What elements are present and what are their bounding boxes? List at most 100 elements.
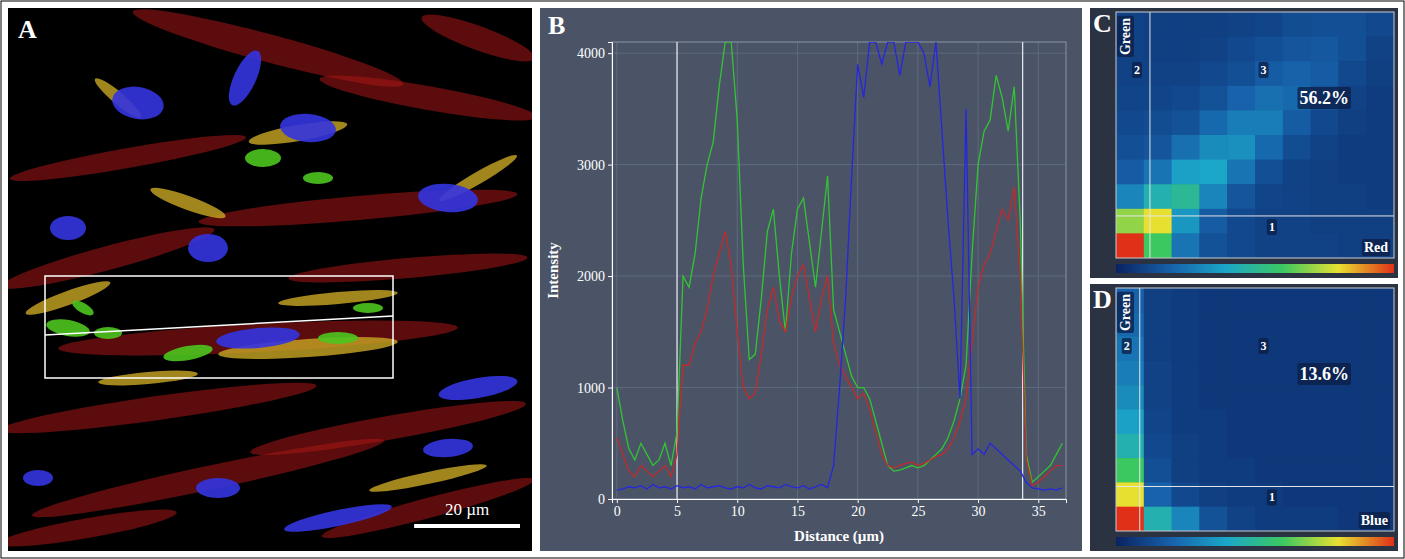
density-cell [1116, 160, 1144, 185]
density-cell [1255, 507, 1283, 531]
density-cell [1227, 361, 1255, 386]
y-axis-line [608, 43, 613, 500]
plot-frame [1116, 12, 1394, 258]
panel-letter: C [1093, 9, 1112, 38]
grid-line-x [616, 42, 617, 499]
density-cell [1199, 507, 1227, 531]
density-cell [1366, 410, 1394, 435]
density-cell [1116, 86, 1144, 111]
color-bar [1116, 264, 1394, 273]
cells [1116, 288, 1394, 531]
color-bar [1116, 537, 1394, 546]
density-cell [1199, 61, 1227, 86]
grid-line-y [612, 164, 1066, 165]
nucleus [215, 324, 300, 351]
quadrant-percent: 56.2% [1299, 88, 1349, 108]
membrane-stain [8, 218, 217, 298]
density-cell [1199, 209, 1227, 234]
nucleus [279, 112, 337, 145]
density-cell [1283, 312, 1311, 337]
density-cell [1227, 507, 1255, 531]
density-cell [1227, 458, 1255, 483]
density-cell [1116, 61, 1144, 86]
y-tick-label: 3000 [577, 158, 605, 173]
density-cell [1311, 458, 1339, 483]
density-cell [1255, 209, 1283, 234]
density-cell [1172, 458, 1200, 483]
density-cell [1338, 184, 1366, 209]
density-cell [1144, 312, 1172, 337]
density-cell [1144, 507, 1172, 531]
density-cell [1144, 458, 1172, 483]
panel-letter: B [548, 11, 565, 40]
density-cell [1144, 288, 1172, 313]
membrane-stain [418, 8, 532, 70]
density-cell [1199, 434, 1227, 459]
density-cell [1311, 110, 1339, 135]
density-cell [1255, 86, 1283, 111]
plot-marks [617, 42, 1063, 499]
density-cell [1283, 233, 1311, 258]
colocalized-stain [23, 276, 112, 320]
density-cell [1311, 410, 1339, 435]
y-axis-title: Intensity [545, 242, 561, 299]
density-cell [1172, 12, 1200, 37]
x-axis-title: Distance (µm) [794, 528, 884, 545]
x-tick-label: 5 [674, 504, 681, 519]
green-stain [70, 298, 96, 319]
quadrant-label-group: 1 [1267, 489, 1277, 505]
density-cell [1311, 233, 1339, 258]
y-axis-title-group: Green [1117, 292, 1134, 333]
density-cell [1227, 135, 1255, 160]
density-cell [1227, 434, 1255, 459]
density-cell [1366, 12, 1394, 37]
density-cell [1199, 361, 1227, 386]
y-axis-title-group: Green [1117, 16, 1134, 57]
scale-bar [414, 524, 520, 528]
density-cell [1255, 288, 1283, 313]
density-cell [1172, 184, 1200, 209]
density-cell [1144, 86, 1172, 111]
line-panel: 0510152025303501000200030004000Distance … [540, 8, 1082, 551]
density-cell [1172, 410, 1200, 435]
density-cell [1255, 337, 1283, 362]
density-cell [1366, 110, 1394, 135]
density-cell [1172, 135, 1200, 160]
y-tick-mark [608, 53, 612, 54]
profile-line [45, 316, 393, 335]
density-cell [1255, 110, 1283, 135]
panel-letter: D [1093, 285, 1112, 314]
density-cell [1338, 37, 1366, 62]
colocalized-stain [368, 460, 488, 497]
image-background [8, 8, 532, 551]
density-cell [1116, 209, 1144, 234]
density-cell [1199, 135, 1227, 160]
plot-frame [1116, 288, 1394, 531]
density-cell [1144, 184, 1172, 209]
density-cell [1366, 86, 1394, 111]
x-axis-title-group: Red [1362, 239, 1390, 256]
density-cell [1199, 233, 1227, 258]
density-cell [1255, 184, 1283, 209]
x-tick: 20 [851, 499, 865, 519]
image-structures [8, 8, 532, 551]
green-stain [162, 342, 214, 364]
density-cell [1144, 361, 1172, 386]
profile-series [617, 42, 1063, 482]
density-cell [1366, 135, 1394, 160]
quadrant-label-patch [1267, 219, 1277, 235]
y-tick: 2000 [577, 269, 612, 284]
green-stain [353, 303, 383, 313]
quadrant-label: 1 [1269, 490, 1275, 504]
density-cell [1144, 110, 1172, 135]
x-tick: 25 [911, 499, 925, 519]
quadrant-label-group: 2 [1122, 338, 1132, 354]
y-axis-title: Green [1118, 18, 1133, 55]
membrane-stain [288, 248, 529, 289]
density-cell [1172, 61, 1200, 86]
green-stain [318, 332, 358, 344]
x-tick-mark [858, 499, 859, 503]
y-tick-label: 2000 [577, 269, 605, 284]
density-cell [1227, 160, 1255, 185]
density-cell [1172, 86, 1200, 111]
